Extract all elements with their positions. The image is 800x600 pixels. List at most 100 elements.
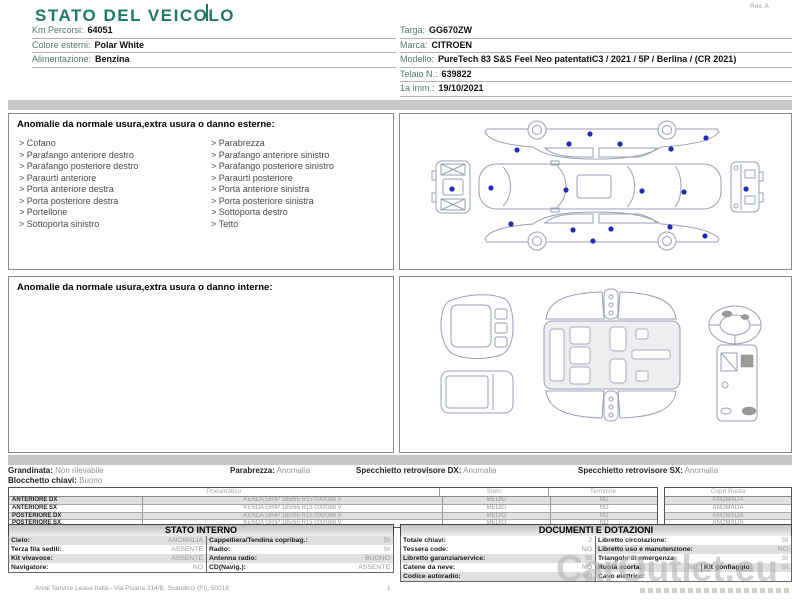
table-row: Libretto garanzia/service: SI Triangolo d… bbox=[401, 554, 791, 563]
anomaly-item: > Parafango anteriore sinistro bbox=[211, 149, 330, 160]
field-telaio: Telaio N.: 639822 bbox=[400, 68, 792, 82]
anomaly-item: > Porta posteriore destra bbox=[19, 195, 119, 206]
field-value: 64051 bbox=[87, 25, 113, 35]
title-divider bbox=[206, 4, 208, 21]
watermark: CarOutlet.eu bbox=[556, 548, 779, 589]
field-label: Km Percorsi: bbox=[32, 25, 84, 35]
table-row: Kit vivavoce: ASSENTE Antenna radio: BUONO bbox=[9, 554, 393, 563]
anomaly-item: > Paraurti posteriore bbox=[211, 172, 293, 183]
table-row: Cielo: ANOMALIA Cappelliera/Tendina copri… bbox=[9, 536, 393, 545]
summary-specchietto-sx: Specchietto retrovisore SX: Anomalia bbox=[578, 466, 719, 475]
field-value: PureTech 83 S&S Feel Neo patentatiC3 / 2… bbox=[438, 54, 737, 64]
hatch-view bbox=[440, 294, 514, 359]
tyre-row-anteriore-dx: ANTERIORE DX KENDA GRIP 185/65 R15 000/0… bbox=[9, 497, 657, 505]
page-number: 1 bbox=[387, 585, 391, 592]
exterior-anomalies-panel: Anomalie da normale usura,extra usura o … bbox=[8, 113, 394, 270]
copri-value: ANOMALIA bbox=[665, 497, 791, 505]
dashboard-view bbox=[708, 305, 762, 422]
field-modello: Modello: PureTech 83 S&S Feel Neo patenta… bbox=[400, 53, 792, 68]
anomaly-item: > Tetto bbox=[211, 218, 239, 229]
vehicle-info-left: Km Percorsi: 64051 Colore esterni: Polar W… bbox=[32, 24, 396, 68]
column-header-pneumatico: Pneumatico bbox=[206, 488, 242, 495]
cabin-plan-view bbox=[543, 288, 681, 422]
field-label: Telaio N.: bbox=[400, 68, 438, 79]
tyre-table: Pneumatico Stato Termiche ANTERIORE DX K… bbox=[8, 487, 658, 529]
anomaly-item: > Paraurti anteriore bbox=[19, 172, 97, 183]
table-row: Codice autoradio: NO Cavo elettrico: bbox=[401, 572, 791, 581]
field-label: Modello: bbox=[400, 54, 435, 64]
page-title: STATO DEL VEICOLO bbox=[35, 6, 235, 25]
illegible-code bbox=[640, 588, 792, 593]
copri-value: ANOMALIA bbox=[665, 512, 791, 521]
field-km-percorsi: Km Percorsi: 64051 bbox=[32, 24, 396, 39]
tyre-row-anteriore-sx: ANTERIORE SX KENDA GRIP 185/65 R15 000/0… bbox=[9, 504, 657, 513]
footer-company-address: Arval Service Lease Italia - Via Pisana … bbox=[35, 585, 229, 592]
anomaly-item: > Porta anteriore sinistra bbox=[211, 184, 310, 194]
table-row: Totale chiavi: 2 Libretto circolazione: SI bbox=[401, 536, 791, 545]
field-prima-immatricolazione: 1a imm.: 19/10/2021 bbox=[400, 82, 792, 97]
interior-anomalies-title: Anomalie da normale usura,extra usura o … bbox=[17, 282, 273, 293]
column-header-copri-ruota: Copri Ruota bbox=[665, 488, 791, 497]
exterior-anomalies-title: Anomalie da normale usura,extra usura o … bbox=[17, 119, 275, 130]
car-interior-diagram bbox=[440, 288, 762, 422]
revision-label: Rev. A bbox=[750, 3, 769, 10]
summary-grandinata: Grandinata: Non rilevabile bbox=[8, 466, 104, 475]
copri-value: ANOMALIA bbox=[665, 520, 791, 527]
column-header-stato: Stato bbox=[439, 488, 548, 496]
field-label: Targa: bbox=[400, 25, 426, 35]
exterior-anomalies-right-column: > Parabrezza > Parafango anteriore sinist… bbox=[211, 138, 403, 230]
field-value: 639822 bbox=[441, 68, 472, 79]
field-label: Colore esterni: bbox=[32, 39, 91, 50]
summary-blocchetto-chiavi: Blocchetto chiavi: Buono bbox=[8, 476, 103, 485]
field-value: Benzina bbox=[95, 54, 130, 64]
anomaly-item: > Parafango anteriore destro bbox=[19, 149, 134, 160]
field-value: 19/10/2021 bbox=[438, 83, 484, 93]
table-row: Terza fila sedili: ASSENTE Radio: SI bbox=[11, 545, 390, 554]
summary-parabrezza: Parabrezza: Anomalia bbox=[230, 466, 311, 475]
table-row: Tessera code: NO Libretto uso e manutenzi… bbox=[401, 545, 791, 554]
field-targa: Targa: GG670ZW bbox=[400, 24, 792, 39]
anomaly-item: > Portellone bbox=[19, 207, 68, 217]
damage-dots bbox=[449, 131, 749, 244]
exterior-anomalies-left-column: > Cofano > Parafango anteriore destro > Pa… bbox=[19, 138, 211, 230]
separator-bar bbox=[8, 455, 792, 465]
table-row: Catene da neve: NO Ruota scorta: NO Kit go… bbox=[401, 563, 791, 572]
documenti-dotazioni-table: Totale chiavi: 2 Libretto circolazione: SI… bbox=[400, 536, 792, 582]
table-row: Navigatore: NO CD(Navig.): ASSENTE bbox=[11, 563, 390, 572]
car-left-side-view bbox=[484, 120, 720, 160]
car-front-view bbox=[431, 160, 471, 214]
car-top-view bbox=[478, 160, 722, 213]
stato-interno-table: Cielo: ANOMALIA Cappelliera/Tendina copri… bbox=[8, 536, 394, 573]
copri-value: ANOMALIA bbox=[665, 505, 791, 513]
anomaly-item: > Porta anteriore destra bbox=[19, 184, 114, 194]
vehicle-info-right: Targa: GG670ZW Marca: CITROEN Modello: Pure… bbox=[400, 24, 792, 97]
field-value: CITROEN bbox=[431, 39, 473, 50]
anomaly-item: > Porta posteriore sinistra bbox=[211, 195, 314, 206]
interior-diagram-panel bbox=[399, 276, 792, 453]
field-label: Alimentazione: bbox=[32, 54, 92, 64]
anomaly-item: > Sottoporta destro bbox=[211, 207, 288, 217]
car-exterior-diagram bbox=[431, 120, 764, 251]
field-colore-esterni: Colore esterni: Polar White bbox=[32, 39, 396, 53]
car-rear-view bbox=[730, 161, 764, 213]
field-value: GG670ZW bbox=[429, 25, 473, 35]
field-marca: Marca: CITROEN bbox=[400, 39, 792, 53]
separator-bar bbox=[8, 100, 792, 110]
field-label: 1a imm.: bbox=[400, 83, 435, 93]
copri-ruota-table: Copri Ruota ANOMALIA ANOMALIA ANOMALIA A… bbox=[664, 487, 792, 529]
anomaly-item: > Sottoporta sinistro bbox=[19, 218, 100, 229]
field-value: Polar White bbox=[94, 39, 145, 50]
anomaly-item: > Parafango posteriore destro bbox=[19, 161, 139, 171]
car-right-side-view bbox=[484, 211, 720, 251]
tyre-row-posteriore-dx: POSTERIORE DX KENDA GRIP 185/65 R15 000/… bbox=[9, 512, 657, 521]
interior-anomalies-panel: Anomalie da normale usura,extra usura o … bbox=[8, 276, 394, 453]
anomaly-item: > Parafango posteriore sinistro bbox=[211, 161, 334, 171]
anomaly-item: > Cofano bbox=[19, 138, 56, 148]
summary-specchietto-dx: Specchietto retrovisore DX: Anomalia bbox=[356, 466, 497, 475]
tyre-row-posteriore-sx: POSTERIORE SX KENDA GRIP 185/65 R15 000/… bbox=[9, 520, 657, 528]
column-header-termiche: Termiche bbox=[548, 488, 657, 496]
field-label: Marca: bbox=[400, 39, 428, 50]
exterior-damage-diagram-panel bbox=[399, 113, 792, 270]
trunk-view bbox=[440, 370, 514, 414]
